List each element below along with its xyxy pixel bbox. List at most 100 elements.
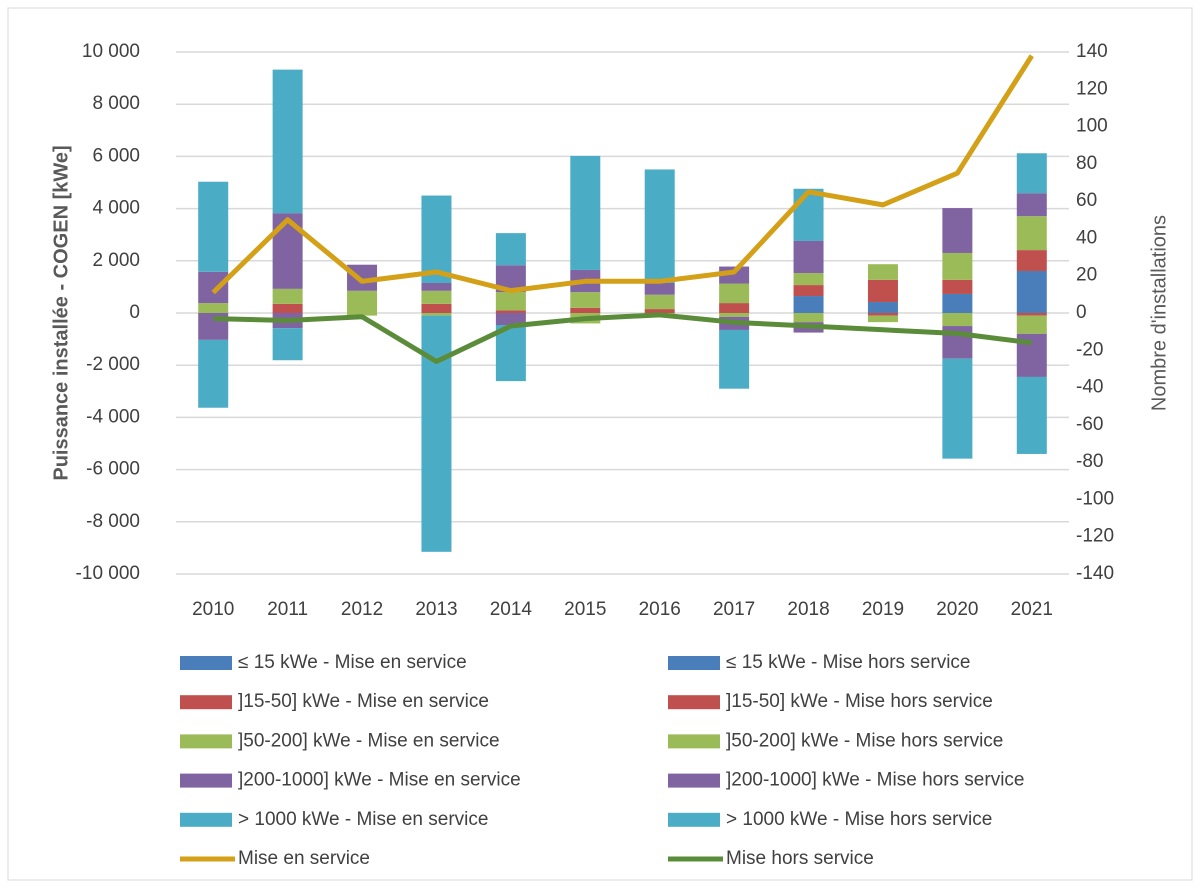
- legend-label: ≤ 15 kWe - Mise en service: [238, 652, 467, 673]
- y-tick-label: -8 000: [86, 511, 140, 532]
- legend-swatch: [180, 734, 232, 749]
- legend-label: ]50-200] kWe - Mise en service: [238, 730, 500, 751]
- y-tick-label: 4 000: [92, 198, 140, 219]
- bar-segment: [1016, 153, 1047, 194]
- bar-segment: [793, 296, 824, 313]
- bar-segment: [495, 233, 526, 266]
- legend-label: > 1000 kWe - Mise en service: [238, 809, 488, 830]
- bar-segment: [198, 339, 229, 408]
- x-tick-label: 2012: [341, 599, 383, 620]
- legend-swatch: [668, 695, 720, 710]
- y2-axis-label: Nombre d'installations: [1148, 215, 1170, 411]
- bar-segment: [942, 313, 973, 327]
- y2-tick-label: 120: [1076, 78, 1108, 99]
- bar-segment: [198, 303, 229, 313]
- bar-segment: [1016, 193, 1047, 217]
- y2-tick-label: 80: [1076, 153, 1097, 174]
- legend-label: ]15-50] kWe - Mise hors service: [726, 691, 993, 712]
- legend-label: ]200-1000] kWe - Mise hors service: [726, 770, 1025, 791]
- x-tick-label: 2016: [639, 599, 681, 620]
- bar-segment: [421, 195, 452, 283]
- legend-swatch: [668, 773, 720, 788]
- y2-tick-label: -140: [1076, 563, 1114, 584]
- bar-segment: [1016, 315, 1047, 334]
- legend-swatch: [180, 695, 232, 710]
- bar-segment: [347, 290, 378, 313]
- x-tick-label: 2015: [564, 599, 606, 620]
- y-axis-label: Puissance installée - COGEN [kWe]: [50, 145, 72, 480]
- bar-segment: [570, 307, 601, 313]
- y2-tick-label: -20: [1076, 339, 1103, 360]
- bar-segment: [421, 290, 452, 304]
- x-tick-label: 2013: [415, 599, 457, 620]
- bar-segment: [272, 288, 303, 304]
- y2-tick-label: 40: [1076, 227, 1097, 248]
- bar-segment: [793, 188, 824, 241]
- bar-segment: [719, 303, 750, 313]
- line: [211, 54, 1034, 295]
- bar-segment: [644, 309, 675, 313]
- y-tick-label: 8 000: [92, 93, 140, 114]
- bar-segment: [495, 310, 526, 313]
- bar-segment: [942, 252, 973, 280]
- x-tick-label: 2011: [267, 599, 308, 620]
- bar-segment: [198, 181, 229, 272]
- chart-frame: [7, 7, 1193, 881]
- bar-segment: [867, 315, 898, 323]
- y2-tick-label: 60: [1076, 190, 1097, 211]
- legend-swatch: [668, 812, 720, 827]
- bar-segment: [272, 69, 303, 214]
- y-tick-label: -10 000: [76, 563, 140, 584]
- bar-segment: [867, 264, 898, 280]
- x-tick-label: 2020: [936, 599, 978, 620]
- bar-segment: [644, 169, 675, 283]
- bar-segment: [942, 358, 973, 459]
- bar-segment: [942, 293, 973, 313]
- bar-segment: [421, 303, 452, 313]
- bar-segment: [793, 313, 824, 323]
- x-tick-label: 2017: [713, 599, 755, 620]
- legend-swatch: [180, 812, 232, 827]
- bar-segment: [867, 313, 898, 316]
- y2-tick-label: 140: [1076, 41, 1108, 62]
- bar-segment: [644, 282, 675, 295]
- legend-label: Mise hors service: [726, 848, 874, 869]
- legend-swatch: [668, 656, 720, 670]
- bar-segment: [1016, 216, 1047, 251]
- bar-segment: [421, 315, 452, 552]
- y-tick-label: -2 000: [86, 354, 140, 375]
- bar-segment: [495, 292, 526, 311]
- y2-tick-label: -80: [1076, 451, 1103, 472]
- bar-segment: [867, 279, 898, 303]
- legend-label: ]200-1000] kWe - Mise en service: [238, 770, 521, 791]
- bar-segment: [421, 282, 452, 291]
- x-tick-label: 2019: [862, 599, 904, 620]
- legend-label: ]15-50] kWe - Mise en service: [238, 691, 489, 712]
- y2-tick-label: 20: [1076, 265, 1097, 286]
- bar-segment: [1016, 313, 1047, 316]
- bar-segment: [793, 240, 824, 274]
- bar-segment: [1016, 270, 1047, 313]
- bar-segment: [942, 279, 973, 294]
- bar-segment: [644, 294, 675, 310]
- y-tick-label: -6 000: [86, 459, 140, 480]
- x-tick-label: 2010: [192, 599, 234, 620]
- x-tick-label: 2014: [490, 599, 533, 620]
- y-tick-label: 0: [129, 302, 140, 323]
- y2-tick-label: -40: [1076, 377, 1103, 398]
- y2-tick-label: -60: [1076, 414, 1103, 435]
- x-tick-label: 2018: [787, 599, 829, 620]
- x-tick-label: 2021: [1011, 599, 1053, 620]
- y2-tick-label: -120: [1076, 526, 1114, 547]
- bar-segment: [793, 273, 824, 286]
- bar-segment: [198, 271, 229, 304]
- y2-tick-label: 100: [1076, 116, 1108, 137]
- bar-segment: [272, 303, 303, 313]
- legend-label: > 1000 kWe - Mise hors service: [726, 809, 992, 830]
- y-tick-label: -4 000: [86, 406, 140, 427]
- bar-segment: [421, 313, 452, 316]
- bar-segment: [867, 302, 898, 313]
- y-tick-label: 10 000: [82, 41, 140, 62]
